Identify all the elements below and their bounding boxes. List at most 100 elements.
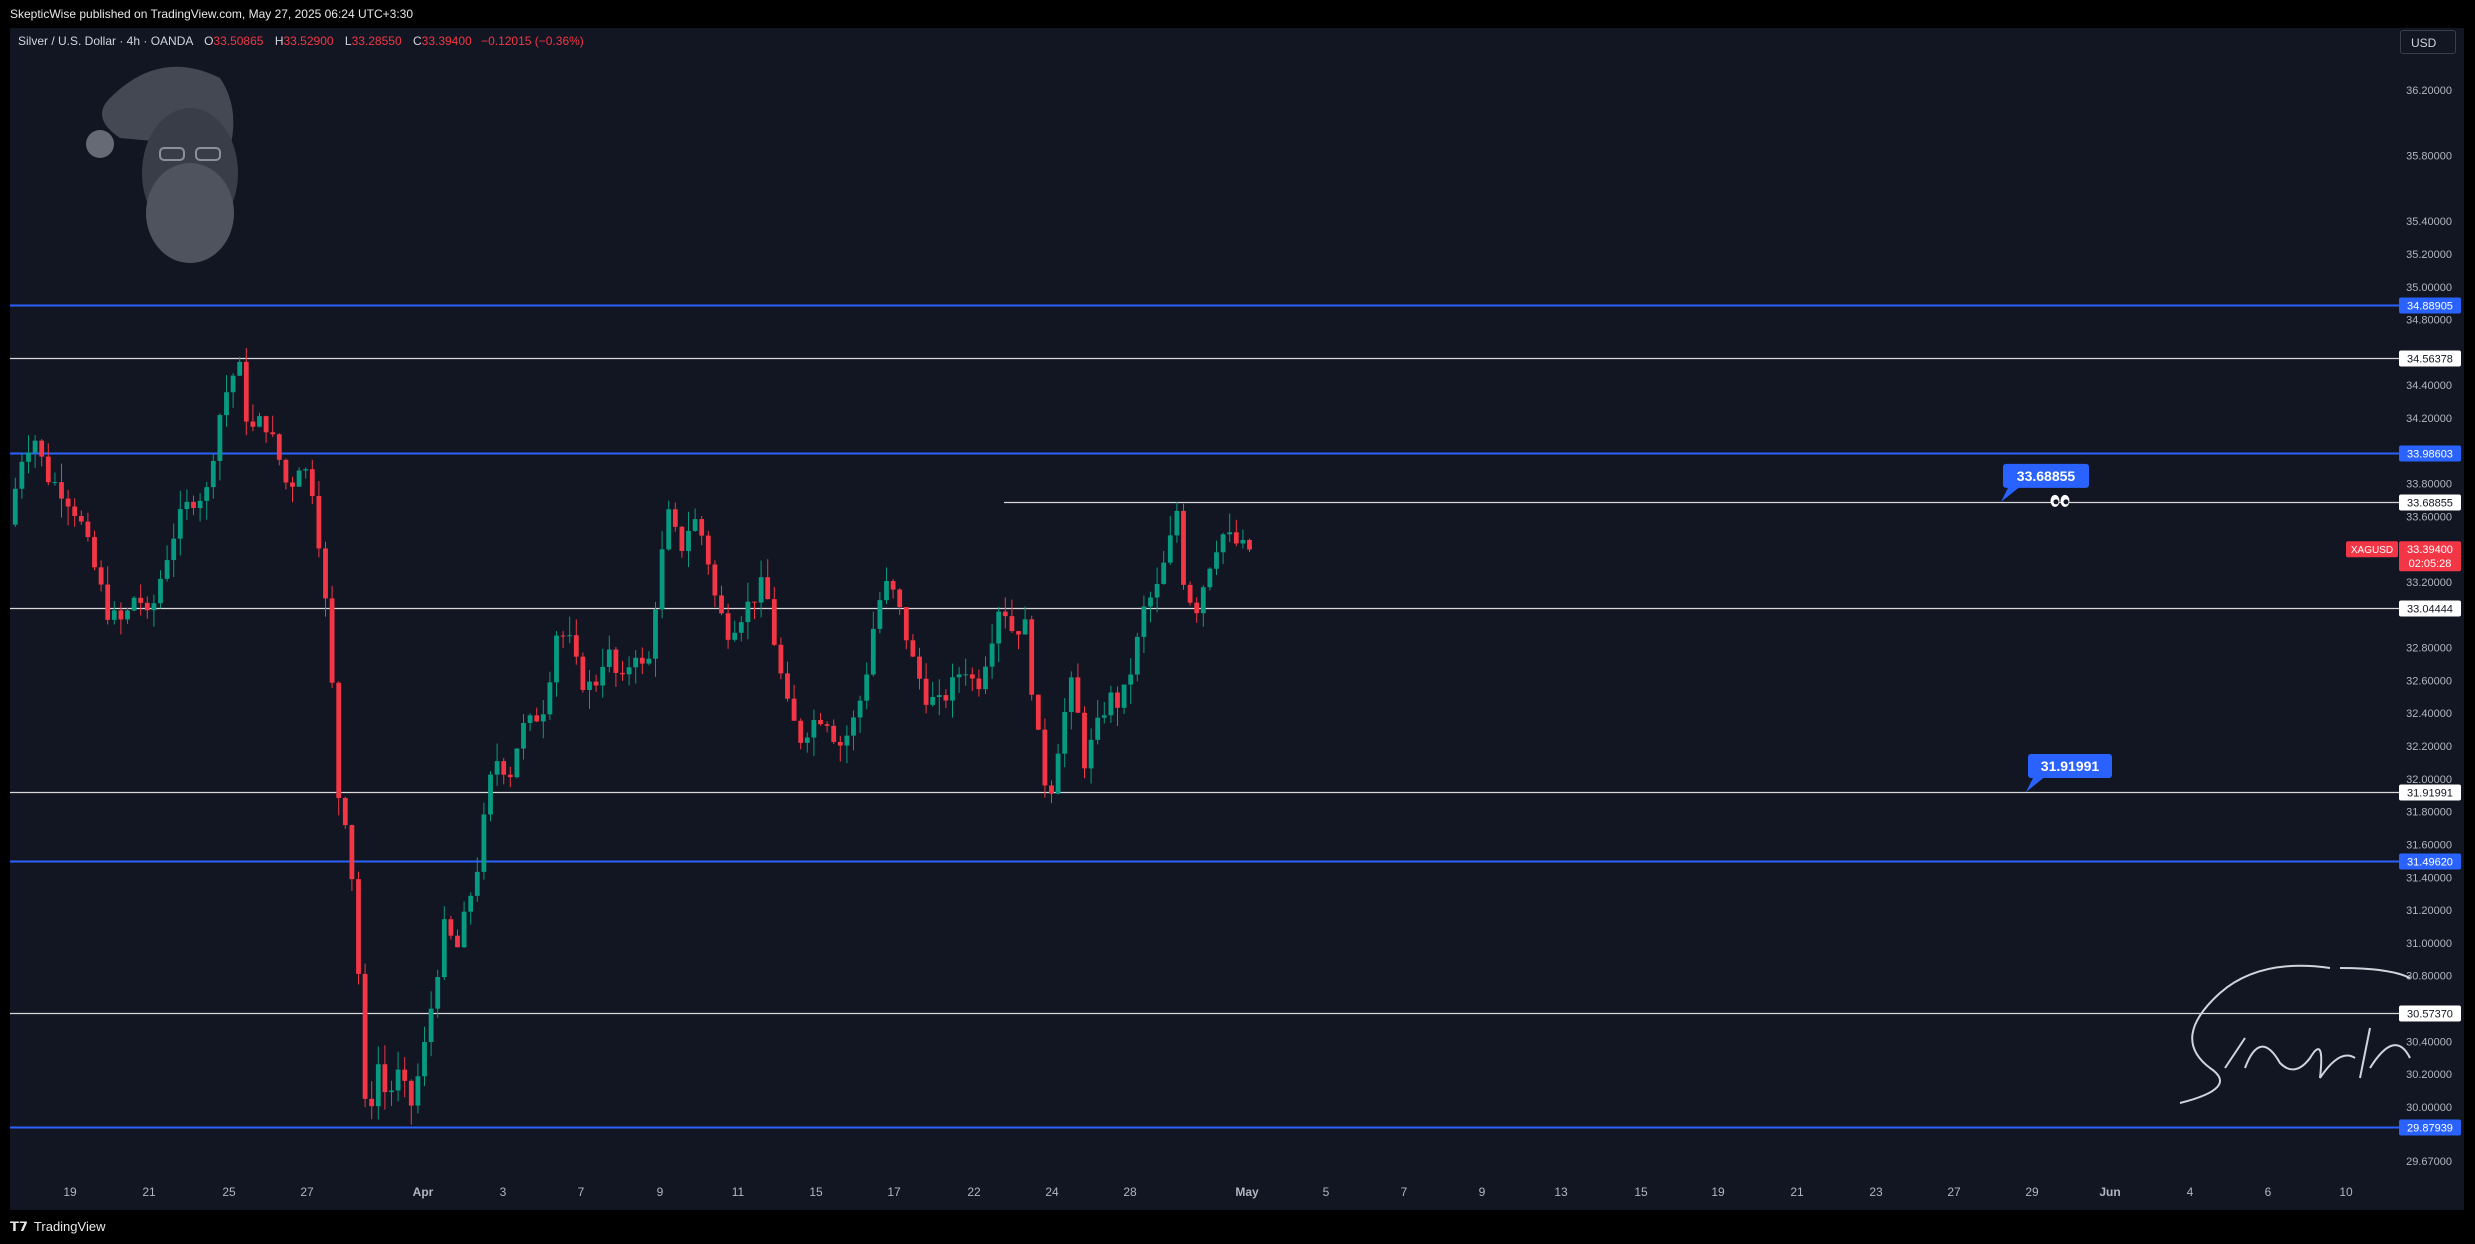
x-tick-label: Apr [413,1185,434,1199]
x-tick-label: 9 [657,1185,664,1199]
y-tick-label: 30.80000 [2406,971,2452,983]
x-tick-label: 10 [2339,1185,2353,1199]
candle-body [587,681,592,690]
candle-body [646,658,652,664]
candle-body [725,613,731,640]
candle-body [606,649,612,667]
candle-body [1128,674,1134,685]
candle-body [1108,692,1114,716]
candle-body [171,538,177,561]
y-tick-label: 35.80000 [2406,151,2452,163]
candle-body [1121,684,1127,708]
y-tick-label: 32.00000 [2406,774,2452,786]
candle-body [428,1008,434,1043]
candle-body [191,501,196,508]
x-tick-label: 15 [1634,1185,1648,1199]
level-price-tag [2399,1005,2461,1022]
candle-body [1016,631,1021,635]
last-price-label: 33.39400 [2407,544,2453,556]
candle-body [1207,568,1213,588]
candle-body [600,666,606,686]
candle-body [118,610,124,620]
eye-pupil-icon [2063,499,2069,505]
candle-body [1115,692,1120,708]
candle-body [903,607,909,641]
y-tick-label: 32.80000 [2406,643,2452,655]
signature-skeptic-icon [2179,964,2411,1104]
x-tick-label: 21 [142,1185,156,1199]
candle-body [164,560,170,579]
level-price-tag [2399,853,2461,870]
candle-body [705,535,711,565]
candle-body [276,434,282,460]
x-tick-label: 24 [1045,1185,1059,1199]
candle-body [158,578,163,604]
candle-body [699,519,705,536]
candle-body [402,1069,408,1081]
candle-body [877,600,883,629]
candle-body [1214,552,1219,569]
x-tick-label: 25 [222,1185,236,1199]
candle-body [144,602,150,611]
candle-body [501,761,507,775]
candle-body [85,521,91,538]
candle-body [303,469,309,471]
candle-body [844,735,850,746]
candle-body [309,469,315,496]
ohlc-legend: Silver / U.S. Dollar · 4h · OANDA O33.50… [18,34,584,48]
candle-body [758,577,764,603]
candle-body [1167,535,1173,563]
candle-body [917,656,922,679]
candle-body [78,515,84,522]
candle-body [554,635,559,683]
x-tick-label: 22 [967,1185,981,1199]
candle-body [1088,739,1094,769]
candle-body [19,461,25,489]
candle-body [1154,583,1160,598]
candle-body [1101,715,1107,718]
candle-body [336,682,342,799]
candle-body [996,611,1002,644]
santa-beard-shape [146,163,234,263]
candle-body [560,635,566,637]
x-tick-label: 19 [1711,1185,1725,1199]
candle-body [92,537,97,568]
x-tick-label: 21 [1790,1185,1804,1199]
low-label: L [344,34,352,48]
candle-body [620,672,625,675]
brand-name: TradingView [33,1219,106,1234]
y-tick-label: 35.20000 [2406,249,2452,261]
santa-avatar-icon [86,66,238,263]
candle-body [930,696,936,705]
candle-body [804,737,810,743]
candle-body [461,911,467,948]
candle-body [1095,717,1101,740]
y-tick-label: 31.20000 [2406,905,2452,917]
level-price-tag [2399,784,2461,801]
santa-pompom-shape [86,130,114,158]
candle-body [1055,753,1061,794]
chart-panel[interactable]: 36.20000 35.80000 35.40000 35.20000 35.00000… [10,28,2464,1210]
candle-body [884,581,889,601]
level-price-tag [2399,445,2461,462]
candle-body [151,603,157,611]
x-tick-label: 6 [2265,1185,2272,1199]
y-tick-label: 32.60000 [2406,675,2452,687]
candle-body [243,361,249,422]
x-tick-label: 27 [300,1185,314,1199]
candle-body [72,506,78,516]
y-tick-label: 36.20000 [2406,85,2452,97]
candle-body [811,719,817,738]
candle-body [52,482,58,484]
candle-body [237,361,243,376]
x-tick-label: 15 [809,1185,823,1199]
publish-info: SkepticWise published on TradingView.com… [10,7,414,21]
candle-body [791,698,797,721]
candle-body [752,601,757,603]
candle-body [732,632,738,640]
level-price-tag [2399,1119,2461,1136]
price-chart[interactable]: 36.20000 35.80000 35.40000 35.20000 35.00000… [10,28,2464,1210]
candle-body [32,440,38,453]
candle-body [567,635,573,637]
currency-selector[interactable]: USD [2400,30,2456,54]
